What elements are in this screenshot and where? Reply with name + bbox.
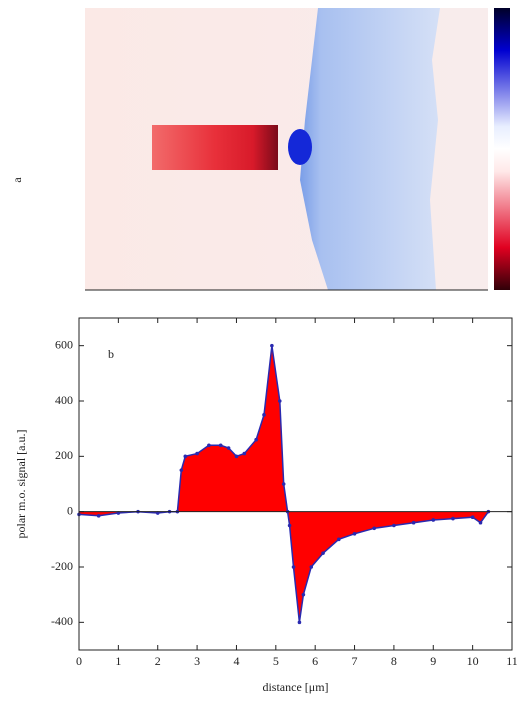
data-point — [411, 520, 416, 525]
data-point — [242, 451, 247, 456]
image-red-bar — [152, 125, 278, 170]
x-tick-label: 6 — [312, 654, 318, 668]
x-tick-label: 0 — [76, 654, 82, 668]
data-point — [183, 454, 188, 459]
data-point — [451, 516, 455, 521]
y-tick-label: -200 — [51, 559, 73, 573]
data-point — [254, 437, 258, 442]
data-point — [301, 592, 306, 597]
data-point — [392, 523, 396, 528]
data-point — [372, 526, 377, 531]
x-tick-label: 10 — [467, 654, 479, 668]
data-point — [195, 451, 199, 456]
annotation: b — [108, 347, 114, 361]
chart-panel: 0 1 2 3 4 5 6 7 8 9 10 11 -400 -200 0 200 400 600 distance… — [14, 317, 517, 694]
image-panel: a — [10, 8, 510, 291]
panel-label: a — [10, 177, 24, 183]
colorbar — [494, 8, 510, 290]
y-axis-label: polar m.o. signal [a.u.] — [14, 430, 28, 539]
x-tick-label: 5 — [273, 654, 279, 668]
data-point — [309, 565, 314, 569]
data-point — [281, 482, 286, 486]
y-tick-label: 200 — [55, 448, 73, 462]
data-point — [337, 537, 341, 542]
data-point — [277, 399, 282, 403]
x-tick-label: 4 — [233, 654, 239, 668]
data-point — [287, 523, 292, 528]
x-tick-label: 2 — [155, 654, 161, 668]
data-point — [218, 443, 223, 448]
data-point — [352, 532, 357, 536]
data-point — [179, 468, 184, 472]
y-tick-label: 0 — [67, 503, 73, 517]
data-point — [291, 565, 296, 569]
x-tick-label: 1 — [115, 654, 121, 668]
data-point — [226, 446, 231, 450]
y-tick-label: 400 — [55, 393, 73, 407]
x-axis-label: distance [μm] — [262, 680, 328, 694]
data-point — [270, 343, 274, 348]
x-tick-label: 3 — [194, 654, 200, 668]
data-point — [478, 520, 483, 525]
image-blue-spot — [288, 129, 312, 165]
data-point — [207, 443, 211, 448]
data-point — [321, 551, 325, 555]
plot-frame — [78, 317, 513, 651]
y-tick-label: 600 — [55, 337, 73, 351]
data-point — [234, 454, 239, 459]
data-point — [297, 620, 302, 625]
data-point — [431, 518, 436, 522]
data-point — [262, 413, 266, 417]
y-tick-label: -400 — [51, 614, 73, 628]
image-blue-region — [300, 8, 440, 290]
data-point — [96, 514, 101, 518]
x-tick-label: 8 — [391, 654, 397, 668]
x-tick-label: 7 — [352, 654, 358, 668]
data-point — [470, 515, 475, 519]
x-tick-label: 11 — [506, 654, 517, 668]
x-tick-label: 9 — [430, 654, 436, 668]
